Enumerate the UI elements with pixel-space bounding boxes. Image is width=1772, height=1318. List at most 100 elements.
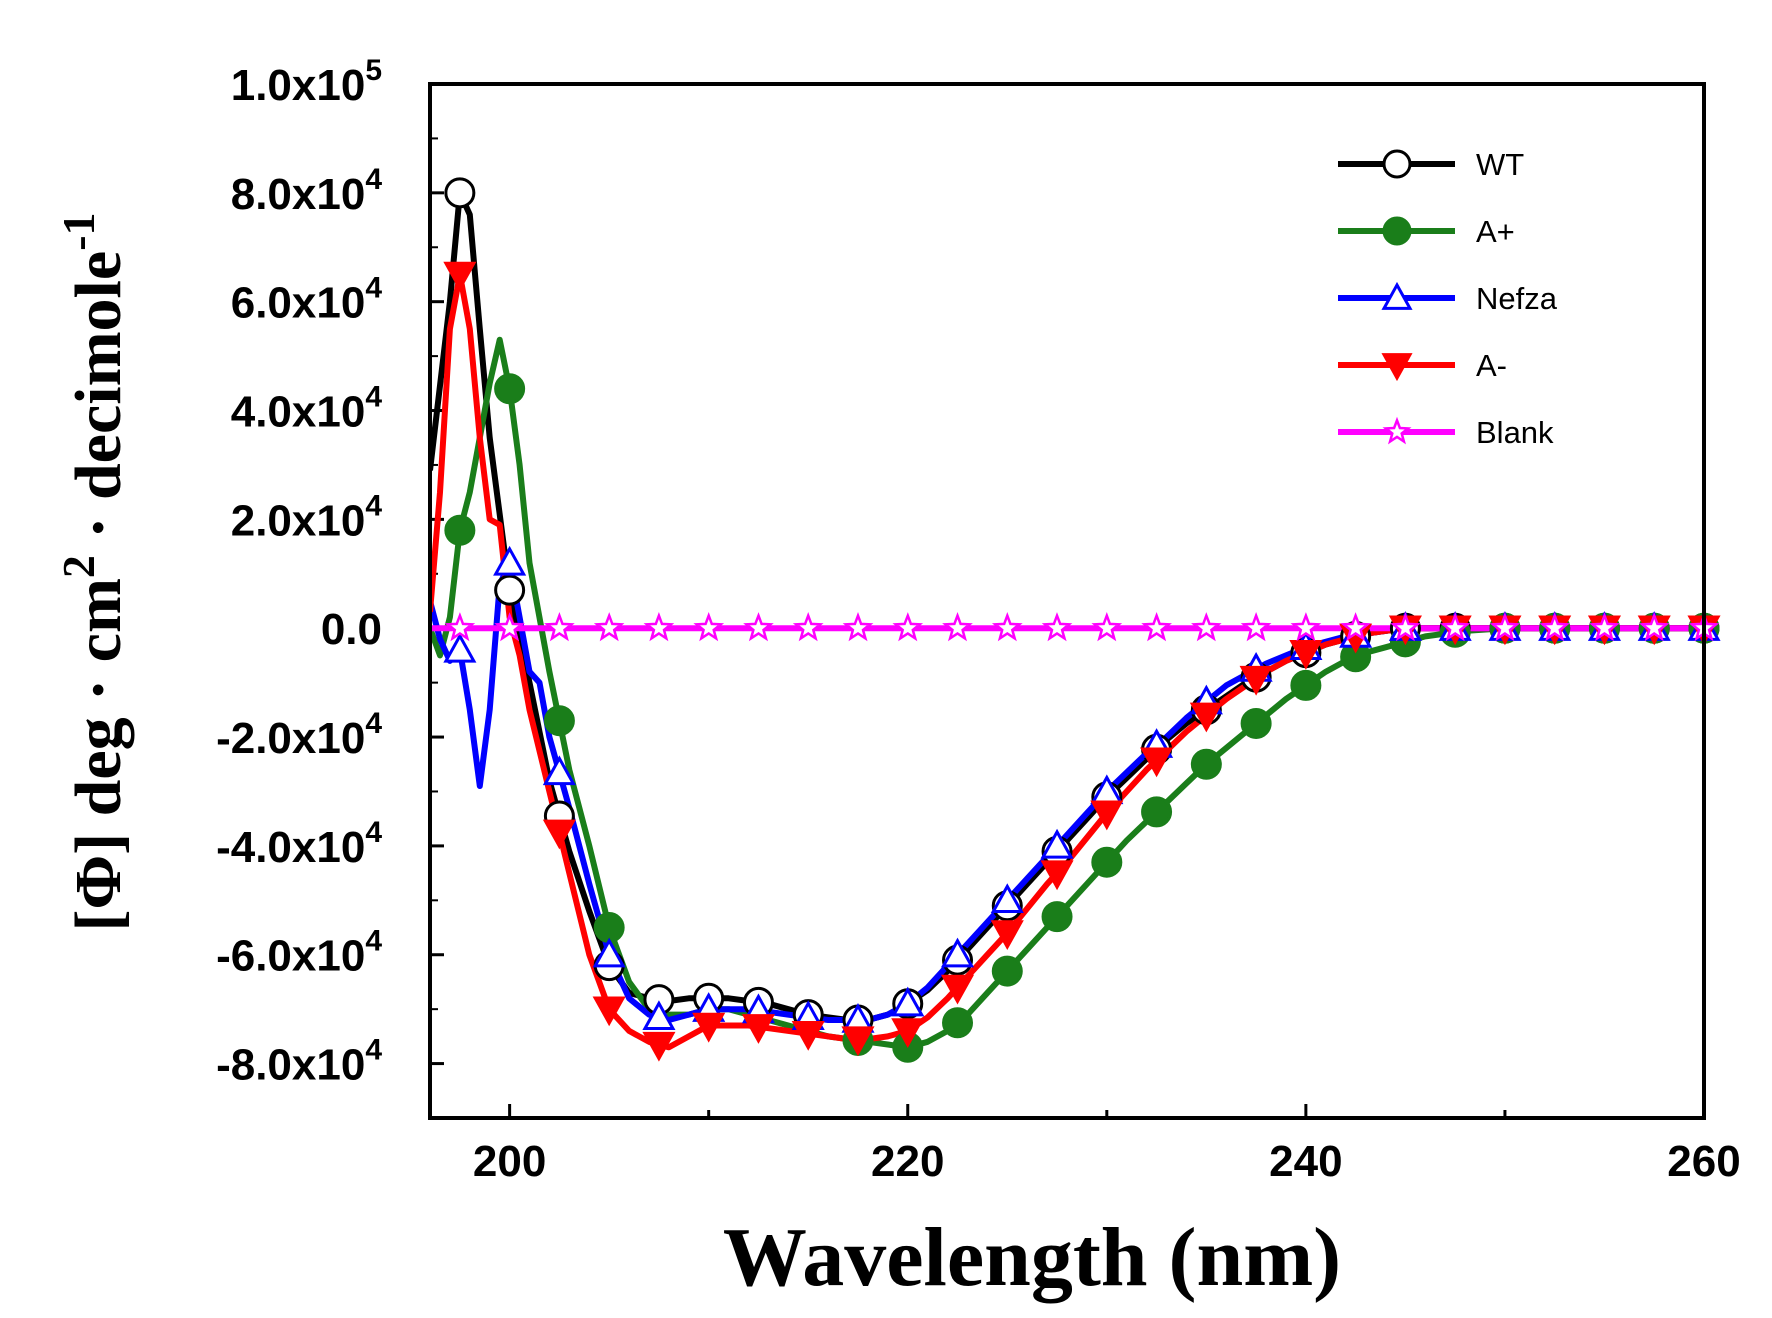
- data-point-blank: [892, 612, 924, 642]
- x-tick-label: 220: [871, 1137, 944, 1186]
- data-point-blank: [444, 612, 476, 642]
- data-point-a+: [593, 912, 625, 944]
- y-tick-label: 4.0x104: [231, 381, 383, 437]
- data-point-blank: [1290, 612, 1322, 642]
- data-point-a+: [1190, 748, 1222, 780]
- y-tick-mantissa: -8.0x10: [216, 1041, 365, 1090]
- y-tick-exponent: 4: [365, 489, 382, 522]
- legend-label: Blank: [1476, 415, 1554, 450]
- legend-label: Nefza: [1476, 281, 1558, 316]
- y-tick-mantissa: 2.0x10: [231, 496, 366, 545]
- data-point-blank: [991, 612, 1023, 642]
- data-point-blank: [593, 612, 625, 642]
- y-tick-exponent: 4: [365, 925, 382, 958]
- y-axis-title-middle: · decimole: [62, 251, 135, 555]
- data-point-a-: [1040, 860, 1074, 891]
- data-point-nefza: [542, 755, 576, 786]
- data-point-blank: [842, 612, 874, 642]
- y-axis-title-prefix: [Φ] deg · cm: [62, 578, 135, 931]
- data-point-nefza: [493, 545, 527, 576]
- data-point-blank: [1091, 612, 1123, 642]
- data-point-a-: [1090, 800, 1124, 831]
- data-point-a+: [1041, 901, 1073, 933]
- y-tick-mantissa: -6.0x10: [216, 932, 365, 981]
- data-point-a-: [841, 1026, 875, 1057]
- data-point-a+: [942, 1007, 974, 1039]
- x-tick-label: 200: [473, 1137, 546, 1186]
- data-point-a+: [444, 514, 476, 546]
- legend-marker: [1382, 216, 1412, 246]
- series-line-wt: [430, 189, 1704, 1023]
- data-point-a+: [1091, 846, 1123, 878]
- data-point-a-: [592, 996, 626, 1027]
- data-point-a-: [443, 261, 477, 292]
- legend-label: A-: [1476, 348, 1507, 383]
- legend-marker: [1381, 353, 1413, 382]
- y-tick-label: -6.0x104: [216, 925, 382, 981]
- y-tick-label: -8.0x104: [216, 1034, 382, 1090]
- x-tick-label: 260: [1667, 1137, 1740, 1186]
- data-point-a-: [1140, 747, 1174, 778]
- y-tick-exponent: 4: [365, 272, 382, 305]
- data-point-wt: [444, 177, 476, 209]
- legend-marker: [1382, 149, 1412, 179]
- legend-label: A+: [1476, 214, 1515, 249]
- data-point-nefza: [592, 937, 626, 968]
- data-point-a-: [1289, 640, 1323, 670]
- y-tick-exponent: 4: [365, 707, 382, 740]
- data-point-blank: [1489, 612, 1521, 642]
- series-markers: [443, 177, 1721, 1063]
- data-point-blank: [1390, 612, 1421, 642]
- data-point-nefza: [642, 1000, 676, 1031]
- data-point-nefza: [1040, 828, 1074, 859]
- data-point-a+: [494, 373, 526, 405]
- y-tick-mantissa: 8.0x10: [231, 170, 366, 219]
- y-axis-title-sup2: -1: [53, 212, 104, 250]
- y-tick-mantissa: 1.0x10: [231, 61, 366, 110]
- y-tick-mantissa: -4.0x10: [216, 823, 365, 872]
- y-tick-label: 2.0x104: [231, 489, 383, 545]
- data-point-nefza: [443, 632, 477, 663]
- y-tick-exponent: 4: [365, 1034, 382, 1067]
- y-tick-mantissa: -2.0x10: [216, 714, 365, 763]
- legend-marker: [1382, 416, 1412, 445]
- data-point-blank: [1589, 612, 1620, 642]
- data-point-blank: [743, 612, 774, 642]
- data-point-a-: [891, 1018, 925, 1049]
- data-point-blank: [1191, 612, 1222, 642]
- y-axis-ticks: 1.0x1058.0x1046.0x1044.0x1042.0x1040.0-2…: [216, 54, 444, 1090]
- data-point-blank: [643, 612, 675, 642]
- y-tick-label: 0.0: [321, 605, 382, 654]
- y-axis-title: [Φ] deg · cm2 · decimole-1: [53, 212, 135, 931]
- data-point-blank: [1638, 612, 1670, 642]
- data-point-blank: [1141, 612, 1172, 642]
- data-point-a-: [692, 1012, 726, 1043]
- data-point-nefza: [940, 937, 975, 968]
- data-point-wt: [494, 574, 526, 606]
- data-point-blank: [693, 612, 725, 642]
- y-tick-label: -4.0x104: [216, 816, 382, 872]
- data-point-a-: [642, 1031, 676, 1062]
- data-point-blank: [792, 612, 824, 642]
- data-point-blank: [544, 612, 575, 642]
- y-tick-exponent: 4: [365, 381, 382, 414]
- plot-frame: [428, 82, 1706, 1120]
- y-tick-label: -2.0x104: [216, 707, 382, 763]
- data-point-blank: [942, 612, 973, 642]
- legend-label: WT: [1476, 147, 1524, 182]
- data-point-blank: [494, 612, 525, 642]
- data-point-blank: [1439, 612, 1471, 642]
- data-point-a+: [1141, 796, 1173, 828]
- y-axis-title-sup1: 2: [53, 555, 104, 578]
- legend-marker: [1381, 281, 1413, 310]
- x-tick-label: 240: [1269, 1137, 1342, 1186]
- data-point-a-: [1239, 665, 1273, 696]
- data-point-a+: [543, 705, 575, 737]
- data-point-a+: [991, 955, 1023, 987]
- data-point-blank: [1340, 612, 1371, 642]
- y-tick-exponent: 4: [365, 816, 382, 849]
- y-tick-mantissa: 4.0x10: [231, 388, 366, 437]
- x-axis-ticks: 200 220 240 260: [473, 1104, 1741, 1186]
- data-point-blank: [1240, 612, 1272, 642]
- data-point-a-: [741, 1014, 776, 1044]
